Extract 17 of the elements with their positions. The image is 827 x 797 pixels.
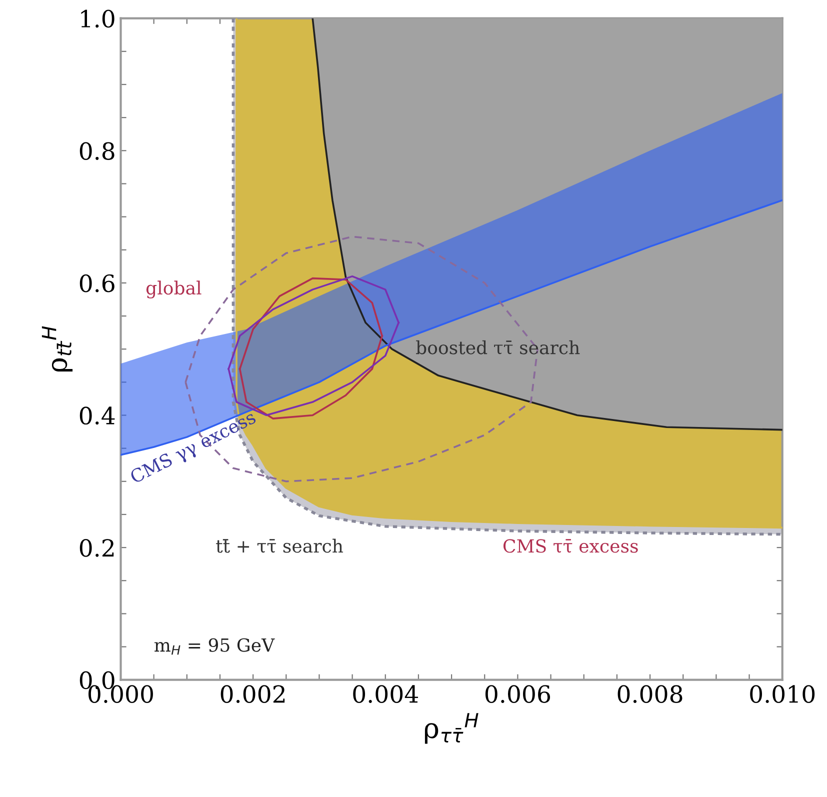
- annotation: global: [146, 280, 202, 298]
- x-tick-label: 0.006: [485, 685, 550, 703]
- x-tick-label: 0.010: [750, 685, 815, 703]
- y-tick-label: 0.8: [80, 142, 114, 160]
- x-axis-title: ρ$_{ττ̄}$$^{H}$: [424, 713, 478, 744]
- y-tick-label: 1.0: [81, 10, 114, 28]
- annotation: boosted ττ̄ search: [416, 340, 580, 354]
- y-tick-label: 0.2: [80, 538, 114, 557]
- x-tick-label: 0.002: [220, 685, 285, 703]
- y-axis-title: ρ$_{tt̄}$$^{H}$: [42, 326, 73, 372]
- annotation: m$_{H}$ = 95 GeV: [154, 638, 275, 655]
- y-tick-label: 0.4: [80, 406, 115, 425]
- x-tick-label: 0.008: [618, 685, 682, 703]
- annotation: CMS ττ̄ excess: [503, 539, 638, 553]
- x-tick-label: 0.004: [353, 685, 418, 703]
- y-tick-label: 0.6: [80, 274, 114, 292]
- annotation: tt̄ + ττ̄ search: [216, 538, 343, 553]
